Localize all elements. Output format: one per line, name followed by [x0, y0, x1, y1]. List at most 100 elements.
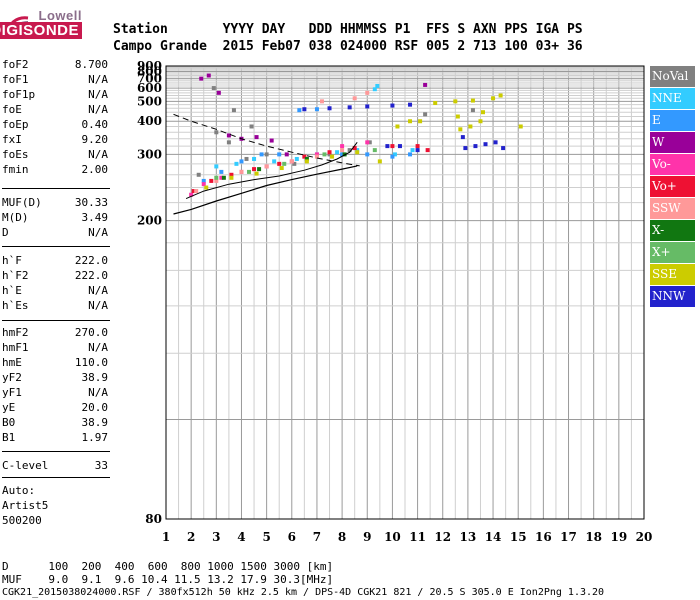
echo-point: [252, 156, 257, 161]
echo-series-vo-: [191, 144, 430, 194]
param-value: N/A: [88, 88, 108, 101]
echo-point: [340, 152, 345, 157]
echo-point: [314, 152, 319, 157]
echo-point: [340, 144, 345, 149]
echo-point: [390, 103, 395, 108]
echo-point: [319, 99, 324, 104]
param-value: N/A: [88, 341, 108, 354]
echo-point: [297, 108, 302, 113]
echo-point: [365, 140, 370, 145]
height-tick-label: 900: [137, 59, 162, 73]
echo-point: [249, 124, 254, 129]
echo-point: [470, 98, 475, 103]
echo-point: [385, 144, 390, 149]
param-value: 38.9: [81, 416, 109, 429]
frequency-tick-label: 17: [560, 530, 577, 544]
param-value: 1.97: [81, 431, 109, 444]
echo-point: [355, 148, 360, 153]
echo-point: [335, 150, 340, 155]
echo-point: [352, 96, 357, 101]
param-label: fmin: [2, 163, 29, 176]
param-row: h`Es N/A: [2, 299, 110, 314]
echo-point: [418, 119, 423, 124]
echo-point: [201, 178, 206, 183]
header-values: Campo Grande 2015 Feb07 038 024000 RSF 0…: [113, 39, 583, 54]
distance-muf-table: D 100 200 400 600 800 1000 1500 3000 [km…: [2, 560, 333, 586]
echo-point: [254, 171, 259, 176]
echo-point: [239, 159, 244, 164]
param-row: h`F2 222.0: [2, 269, 110, 284]
param-value: N/A: [88, 299, 108, 312]
echo-point: [372, 148, 377, 153]
echo-point: [272, 159, 277, 164]
param-separator: [2, 246, 110, 247]
param-row: C-level 33: [2, 459, 110, 474]
logo-line2: DIGISONDE: [0, 22, 82, 39]
auto-scaling-line2: Artist5: [2, 499, 49, 512]
echo-point: [397, 144, 402, 149]
param-label: hmF2: [2, 326, 29, 339]
echo-point: [463, 146, 468, 151]
echo-point: [254, 135, 259, 140]
param-label: h`F2: [2, 269, 29, 282]
echo-point: [194, 189, 199, 194]
echo-point: [468, 124, 473, 129]
echo-point: [304, 156, 309, 161]
param-value: 222.0: [74, 254, 108, 267]
frequency-tick-label: 7: [313, 530, 321, 544]
echo-point: [365, 104, 370, 109]
param-value: 9.20: [81, 133, 109, 146]
height-tick-label: 600: [137, 81, 162, 95]
echo-point: [392, 152, 397, 157]
param-row: hmF2 270.0: [2, 326, 110, 341]
frequency-tick-label: 6: [288, 530, 296, 544]
param-separator: [2, 477, 110, 478]
echo-point: [279, 166, 284, 171]
param-value: 30.33: [74, 196, 108, 209]
frequency-tick-label: 8: [338, 530, 346, 544]
echo-point: [199, 76, 204, 81]
param-label: yE: [2, 401, 16, 414]
param-label: M(D): [2, 211, 29, 224]
param-row: hmF1 N/A: [2, 341, 110, 356]
echo-point: [458, 127, 463, 132]
echo-point: [408, 102, 413, 107]
frequency-tick-label: 4: [237, 530, 245, 544]
echo-point: [277, 152, 282, 157]
height-tick-label: 400: [137, 114, 162, 128]
param-label: hmF1: [2, 341, 29, 354]
echo-series-x-: [221, 152, 347, 180]
frequency-tick-label: 2: [187, 530, 195, 544]
echo-point: [219, 175, 224, 180]
echo-point: [244, 156, 249, 161]
param-separator: [2, 451, 110, 452]
frequency-tick-label: 11: [409, 530, 426, 544]
echo-point: [367, 140, 372, 145]
param-separator: [2, 320, 110, 321]
param-value: N/A: [88, 386, 108, 399]
legend-item: SSW: [650, 198, 695, 219]
echo-point: [191, 189, 196, 194]
echo-point: [234, 161, 239, 166]
echo-point: [327, 152, 332, 157]
param-row: h`E N/A: [2, 284, 110, 299]
echo-point: [289, 159, 294, 164]
echo-point: [491, 96, 496, 101]
param-row: h`F 222.0: [2, 254, 110, 269]
echo-point: [282, 161, 287, 166]
frequency-axis-labels: 1 2 3 4 5 6 7 8 9 10 11 12 13 14 15 16 17 18 19 20: [162, 530, 653, 544]
param-label: foF2: [2, 58, 29, 71]
frequency-tick-label: 12: [434, 530, 451, 544]
ordinary-trace-line: [185, 141, 358, 200]
param-label: yF2: [2, 371, 22, 384]
param-label: foEs: [2, 148, 29, 161]
echo-point: [415, 148, 420, 153]
param-label: foF1: [2, 73, 29, 86]
frequency-tick-label: 13: [460, 530, 477, 544]
echo-point: [216, 90, 221, 95]
legend-item: E: [650, 110, 695, 131]
param-value: 2.00: [81, 163, 109, 176]
echo-point: [302, 154, 307, 159]
lowell-digisonde-logo: Lowell DIGISONDE: [0, 8, 100, 42]
